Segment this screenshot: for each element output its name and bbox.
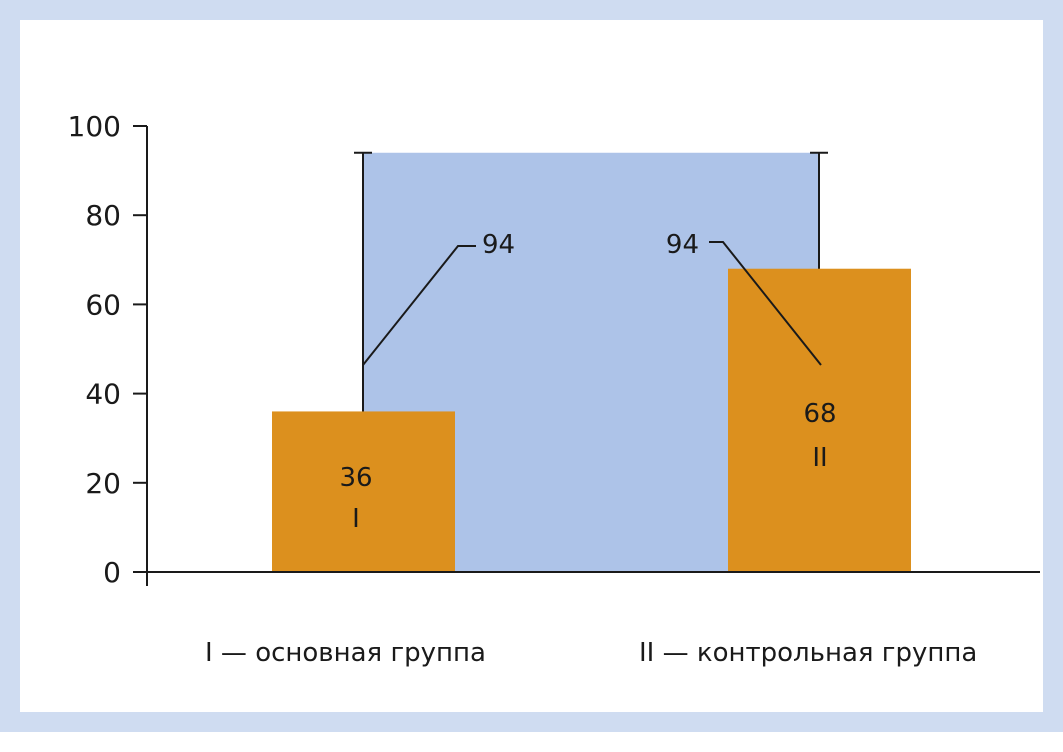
bar-category-label-1: I	[352, 504, 360, 534]
chart-svg: 0 20 40 60 80 100 36 I 68 II 94 94 I — основная гр…	[68, 110, 1040, 668]
bar-value-label-1: 36	[339, 463, 372, 493]
range-leader-line-1	[362, 245, 476, 366]
bar-category-label-2: II	[812, 443, 827, 473]
axis-layer: 0 20 40 60 80 100	[68, 110, 1040, 589]
chart-frame: 0 20 40 60 80 100 36 I 68 II 94 94 I — основная гр…	[0, 0, 1063, 732]
range-value-label-1: 94	[482, 230, 515, 260]
bar-1	[272, 411, 455, 572]
bars-layer	[272, 268, 911, 572]
y-tick-label-40: 40	[85, 378, 121, 411]
y-tick-label-0: 0	[103, 556, 121, 589]
labels-layer: 36 I 68 II 94 94	[339, 230, 836, 534]
legend-label-group-2: II — контрольная группа	[639, 638, 977, 668]
y-tick-label-20: 20	[85, 467, 121, 500]
bar-value-label-2: 68	[803, 399, 836, 429]
y-tick-label-100: 100	[68, 110, 121, 143]
y-tick-label-60: 60	[85, 288, 121, 321]
range-value-label-2: 94	[666, 230, 699, 260]
legend-label-group-1: I — основная группа	[205, 638, 486, 668]
y-tick-label-80: 80	[85, 199, 121, 232]
range-leader-line-2	[709, 241, 822, 366]
bar-2	[728, 268, 911, 572]
